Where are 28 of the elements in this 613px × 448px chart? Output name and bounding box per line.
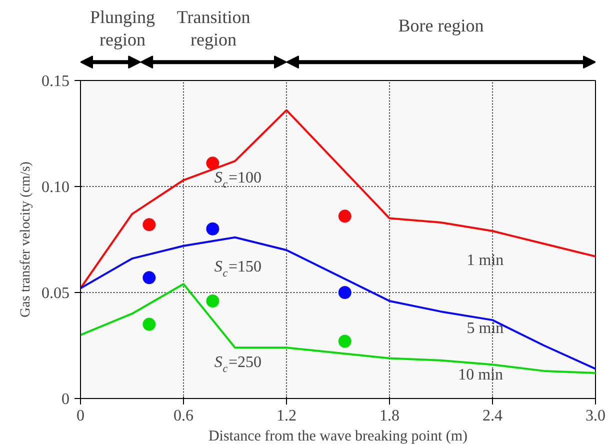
band-label: Plunging region xyxy=(90,7,156,50)
x-tick-label: 0.6 xyxy=(174,408,194,424)
x-tick-label: 1.2 xyxy=(276,408,296,424)
x-tick-label: 2.4 xyxy=(482,408,502,424)
x-axis-title: Distance from the wave breaking point (m) xyxy=(208,428,468,444)
x-tick-label: 1.8 xyxy=(380,408,400,424)
point xyxy=(206,222,220,236)
y-axis-title: Gas transfer velocity (cm/s) xyxy=(18,161,34,318)
point xyxy=(142,318,156,331)
point xyxy=(338,210,352,223)
point xyxy=(142,218,156,232)
x-tick-label: 3.0 xyxy=(586,408,606,424)
line-series xyxy=(80,109,596,290)
y-tick-label: 0.10 xyxy=(42,179,70,196)
annotation: 1 min xyxy=(466,252,504,270)
y-tick-label: 0 xyxy=(62,391,70,408)
point xyxy=(206,156,220,170)
point xyxy=(338,286,352,299)
annotation: 5 min xyxy=(466,320,504,338)
y-tick-label: 0.15 xyxy=(42,73,70,90)
band-label: Bore region xyxy=(398,16,484,36)
annotation: 10 min xyxy=(458,366,504,384)
point xyxy=(142,271,156,284)
band-label: Transition region xyxy=(176,7,250,50)
x-tick-label: 0 xyxy=(76,408,84,424)
point xyxy=(206,294,220,308)
point xyxy=(338,334,352,348)
y-tick-label: 0.05 xyxy=(42,285,70,302)
